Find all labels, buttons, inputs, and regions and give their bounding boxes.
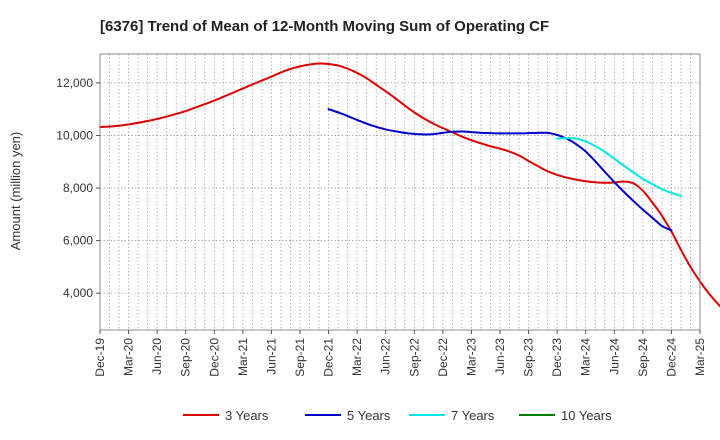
y-tick-label: 6,000 [63,234,93,248]
x-tick-label: Dec-22 [436,338,450,377]
x-tick-label: Sep-24 [636,338,650,377]
x-tick-label: Dec-21 [322,338,336,377]
y-tick-label: 4,000 [63,286,93,300]
y-tick-label: 10,000 [56,128,93,142]
y-tick-label: 12,000 [56,76,93,90]
legend-label: 10 Years [561,408,612,423]
legend-label: 3 Years [225,408,269,423]
y-axis-label: Amount (million yen) [8,132,23,251]
x-tick-label: Dec-24 [664,338,678,377]
x-tick-label: Jun-24 [607,338,621,375]
x-tick-label: Mar-21 [236,338,250,376]
plot-area [99,53,720,331]
y-tick-label: 8,000 [63,181,93,195]
legend-label: 7 Years [451,408,495,423]
x-tick-label: Mar-20 [122,338,136,376]
x-tick-label: Jun-23 [493,338,507,375]
x-tick-label: Sep-22 [407,338,421,377]
x-tick-label: Sep-21 [293,338,307,377]
y-axis-ticks: 4,000 6,000 8,000 10,000 12,000 [56,76,100,300]
legend-item-10-years: 10 Years [519,408,612,423]
x-tick-label: Mar-24 [579,338,593,376]
x-tick-label: Dec-20 [207,338,221,377]
x-tick-label: Dec-19 [93,338,107,377]
series-line-7-years [556,137,682,197]
x-tick-label: Jun-22 [379,338,393,375]
plot-background [100,54,700,330]
x-tick-label: Sep-23 [522,338,536,377]
x-tick-label: Mar-25 [693,338,707,376]
series-line-5-years [327,108,673,232]
legend-label: 5 Years [347,408,391,423]
legend-item-5-years: 5 Years [305,408,391,423]
x-tick-label: Sep-20 [179,338,193,377]
x-tick-label: Mar-22 [350,338,364,376]
series-layer [99,62,720,308]
x-tick-label: Jun-20 [150,338,164,375]
x-axis-ticks: Dec-19 Mar-20 Jun-20 Sep-20 Dec-20 Mar-21 Jun-… [93,330,707,377]
legend: 3 Years 5 Years 7 Years 10 Years [183,408,612,423]
x-tick-label: Jun-21 [264,338,278,375]
x-tick-label: Mar-23 [464,338,478,376]
plot-frame [99,53,701,331]
legend-item-3-years: 3 Years [183,408,269,423]
chart-title: [6376] Trend of Mean of 12-Month Moving … [100,18,549,35]
series-line-3-years [99,62,720,308]
legend-item-7-years: 7 Years [409,408,495,423]
x-tick-label: Dec-23 [550,338,564,377]
